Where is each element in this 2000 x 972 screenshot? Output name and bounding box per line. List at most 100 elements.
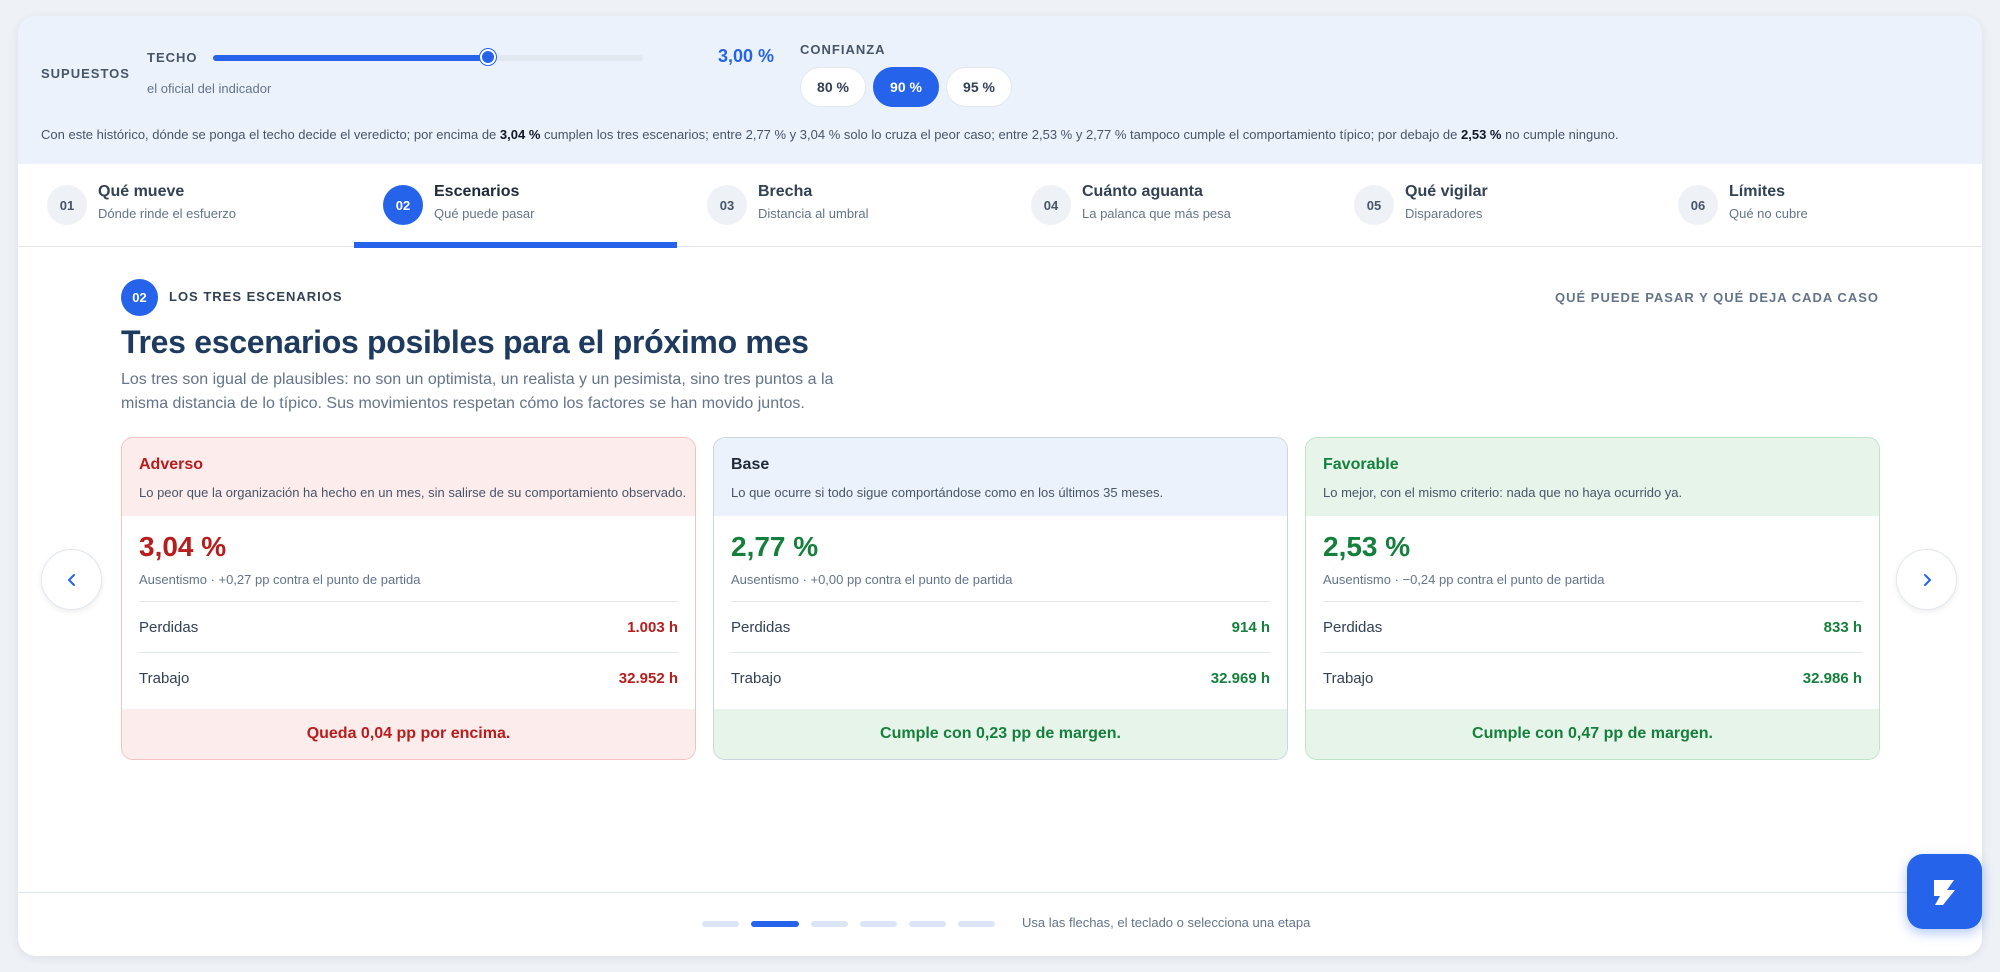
prev-button[interactable] (41, 549, 102, 610)
chevron-left-icon (67, 573, 75, 586)
step-escenarios[interactable]: 02 Escenarios Qué puede pasar (354, 164, 677, 248)
verdict-part: no cumple ninguno. (1501, 127, 1619, 142)
section-description: Los tres son igual de plausibles: no son… (121, 371, 834, 412)
step-subtitle: La palanca que más pesa (1082, 206, 1231, 221)
techo-slider[interactable] (213, 49, 643, 65)
scenario-card-base: Base Lo que ocurre si todo sigue comport… (713, 437, 1288, 760)
scenario-verdict: Cumple con 0,23 pp de margen. (714, 709, 1287, 759)
confianza-label: CONFIANZA (800, 42, 886, 57)
metric-row-perdidas: Perdidas 1.003 h (139, 601, 678, 652)
pagination-dot-2[interactable] (751, 921, 799, 927)
scenario-name: Base (731, 456, 770, 473)
step-que-vigilar[interactable]: 05 Qué vigilar Disparadores (1325, 164, 1648, 247)
confianza-option-95[interactable]: 95 % (946, 67, 1012, 107)
scenario-name: Favorable (1323, 456, 1399, 473)
scenario-value: 2,53 % (1323, 531, 1411, 562)
step-number: 02 (383, 185, 423, 225)
step-cuanto-aguanta[interactable]: 04 Cuánto aguanta La palanca que más pes… (1002, 164, 1325, 247)
slider-fill (213, 55, 489, 61)
scenario-delta: Ausentismo · −0,24 pp contra el punto de… (1323, 572, 1605, 587)
section-number-badge: 02 (121, 279, 158, 316)
stage-pagination: Usa las flechas, el teclado o selecciona… (18, 892, 1982, 956)
metric-label: Trabajo (731, 669, 782, 687)
step-title: Cuánto aguanta (1082, 183, 1203, 200)
step-number: 04 (1031, 185, 1071, 225)
card-header: Favorable Lo mejor, con el mismo criteri… (1306, 438, 1879, 516)
section-right-label: QUÉ PUEDE PASAR Y QUÉ DEJA CADA CASO (1555, 290, 1879, 305)
scenario-description: Lo peor que la organización ha hecho en … (139, 485, 687, 500)
step-number: 05 (1354, 185, 1394, 225)
step-subtitle: Disparadores (1405, 206, 1483, 221)
stage-stepper: 01 Qué mueve Dónde rinde el esfuerzo 02 … (18, 164, 1982, 248)
scenario-name: Adverso (139, 456, 204, 473)
pagination-dot-6[interactable] (958, 921, 995, 927)
app-frame: SUPUESTOS TECHO el oficial del indicador… (18, 16, 1982, 956)
metric-label: Perdidas (139, 618, 199, 636)
metric-row-trabajo: Trabajo 32.986 h (1323, 652, 1862, 703)
pagination-dot-4[interactable] (860, 921, 897, 927)
metric-row-trabajo: Trabajo 32.952 h (139, 652, 678, 703)
confianza-option-90[interactable]: 90 % (873, 67, 939, 107)
pagination-dots (702, 921, 995, 927)
brand-app-button[interactable] (1907, 854, 1982, 929)
section-label: LOS TRES ESCENARIOS (169, 289, 343, 304)
scenario-value: 2,77 % (731, 531, 819, 562)
techo-label: TECHO (147, 50, 198, 65)
metric-label: Perdidas (1323, 618, 1383, 636)
scenario-delta: Ausentismo · +0,00 pp contra el punto de… (731, 572, 1013, 587)
confianza-option-80[interactable]: 80 % (800, 67, 866, 107)
verdict-threshold-low: 2,53 % (1461, 127, 1502, 142)
pagination-dot-5[interactable] (909, 921, 946, 927)
step-number: 06 (1678, 185, 1718, 225)
pagination-dot-3[interactable] (811, 921, 848, 927)
step-title: Qué vigilar (1405, 183, 1488, 200)
step-title: Límites (1729, 183, 1786, 200)
assumptions-label: SUPUESTOS (41, 66, 130, 81)
step-subtitle: Qué puede pasar (434, 206, 535, 221)
next-button[interactable] (1896, 549, 1957, 610)
scenario-value: 3,04 % (139, 531, 227, 562)
step-subtitle: Distancia al umbral (758, 206, 869, 221)
metric-value: 32.969 h (1210, 669, 1270, 687)
slider-thumb[interactable] (480, 49, 497, 65)
metric-value: 32.986 h (1802, 669, 1862, 687)
techo-sub: el oficial del indicador (147, 81, 272, 96)
chevron-right-icon (1923, 573, 1931, 586)
step-que-mueve[interactable]: 01 Qué mueve Dónde rinde el esfuerzo (18, 164, 341, 247)
assumptions-panel: SUPUESTOS TECHO el oficial del indicador… (18, 16, 1982, 164)
step-brecha[interactable]: 03 Brecha Distancia al umbral (678, 164, 1001, 247)
step-limites[interactable]: 06 Límites Qué no cubre (1649, 164, 1972, 247)
step-subtitle: Qué no cubre (1729, 206, 1808, 221)
metric-row-perdidas: Perdidas 914 h (731, 601, 1270, 652)
confianza-options: 80 % 90 % 95 % (800, 67, 1012, 107)
brand-logo-icon (1933, 879, 1955, 905)
metric-row-perdidas: Perdidas 833 h (1323, 601, 1862, 652)
step-title: Brecha (758, 183, 813, 200)
scenario-card-adverso: Adverso Lo peor que la organización ha h… (121, 437, 696, 760)
metric-label: Perdidas (731, 618, 791, 636)
verdict-part: Con este histórico, dónde se ponga el te… (41, 127, 500, 142)
metric-label: Trabajo (139, 669, 190, 687)
active-step-indicator (354, 242, 677, 248)
card-header: Adverso Lo peor que la organización ha h… (122, 438, 695, 516)
metric-row-trabajo: Trabajo 32.969 h (731, 652, 1270, 703)
verdict-threshold-high: 3,04 % (499, 127, 541, 142)
scenario-verdict: Queda 0,04 pp por encima. (122, 709, 695, 759)
techo-value: 3,00 % (718, 46, 775, 66)
pagination-dot-1[interactable] (702, 921, 739, 927)
verdict-part: cumplen los tres escenarios; entre 2,77 … (540, 127, 1461, 142)
metric-value: 833 h (1823, 618, 1862, 636)
step-number: 01 (47, 185, 87, 225)
navigation-hint: Usa las flechas, el teclado o selecciona… (1022, 915, 1311, 930)
metric-value: 32.952 h (618, 669, 678, 687)
scenario-delta: Ausentismo · +0,27 pp contra el punto de… (139, 572, 421, 587)
metric-value: 914 h (1231, 618, 1270, 636)
scenario-description: Lo mejor, con el mismo criterio: nada qu… (1323, 485, 1683, 500)
step-number: 03 (707, 185, 747, 225)
card-header: Base Lo que ocurre si todo sigue comport… (714, 438, 1287, 516)
scenario-verdict: Cumple con 0,47 pp de margen. (1306, 709, 1879, 759)
scenario-card-favorable: Favorable Lo mejor, con el mismo criteri… (1305, 437, 1880, 760)
metric-label: Trabajo (1323, 669, 1374, 687)
step-title: Escenarios (434, 183, 520, 200)
scenario-description: Lo que ocurre si todo sigue comportándos… (731, 485, 1164, 500)
